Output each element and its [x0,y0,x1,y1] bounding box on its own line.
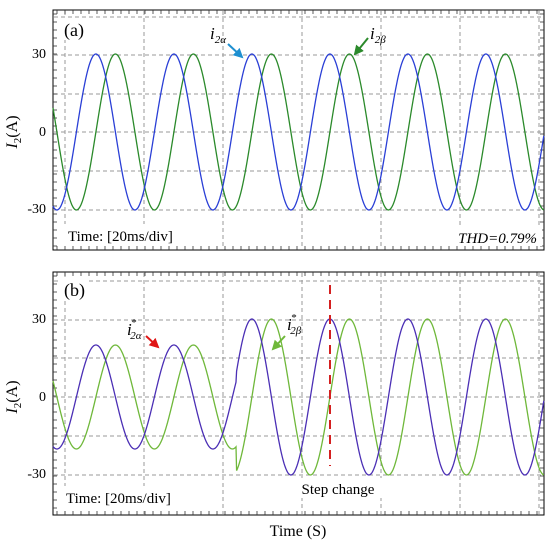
panel-b-label: (b) [64,280,85,301]
arrow-i2a-ref [145,335,160,349]
panel-b: (b) 30 0 -30 I2(A) Time: [20ms/div] Step… [4,271,545,516]
panel-b-grid [54,273,543,514]
panel-a-thd-bg [438,226,542,246]
series-line-i2a [52,53,545,211]
panel-b-ytick-0: 0 [39,390,46,405]
panel-a-thd: THD=0.79% [458,231,537,247]
panel-a-label-bg [60,18,88,40]
panel-b-curves [52,318,545,476]
panel-a-label: (a) [64,20,84,41]
legend-i2b: i2β [370,24,386,46]
legend-i2a: i2α [210,24,226,46]
panel-b-ylabel: I2(A) [4,380,24,414]
panel-b-timescale: Time: [20ms/div] [66,491,171,507]
panel-b-ytick-30: 30 [32,312,46,327]
series-line-i2a_ref [52,318,545,476]
series-line-i2b [52,53,545,211]
arrow-i2b-ref [271,335,286,351]
legend-i2b-ref: i* 2β [287,312,302,337]
panel-a-timescale-bg [63,224,193,246]
arrow-i2a [227,43,244,59]
panel-a: (a) 30 0 -30 I2(A) Time: [20ms/div] THD=… [4,9,545,251]
step-change-label: Step change [302,482,375,498]
arrow-i2b [353,37,369,56]
series-line-i2b_ref [52,318,545,476]
panel-a-timescale: Time: [20ms/div] [68,229,173,245]
panel-a-ytick-neg30: -30 [27,202,46,217]
x-axis-label: Time (S) [270,523,327,540]
panel-a-curves [52,53,545,211]
panel-b-label-bg [60,278,88,300]
panel-a-ylabel: I2(A) [4,115,24,149]
panel-b-timescale-bg [63,486,198,508]
panel-a-tick-marks [53,10,544,250]
panel-b-tick-marks [53,272,544,515]
legend-i2a-ref: i* 2α [127,317,142,342]
panel-a-frame [52,9,545,251]
panel-a-ytick-30: 30 [32,47,46,62]
step-change-label-bg [292,478,384,498]
panel-a-ytick-0: 0 [39,125,46,140]
panel-b-ytick-neg30: -30 [27,467,46,482]
panel-a-grid [54,11,543,249]
